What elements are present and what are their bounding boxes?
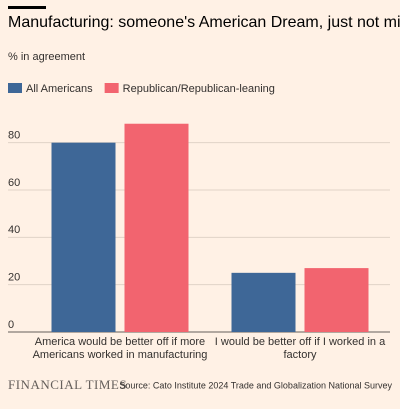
brand-bar: [8, 6, 46, 9]
y-tick-label: 20: [8, 272, 20, 284]
y-tick-label: 80: [8, 130, 20, 142]
bar: [124, 123, 189, 332]
brand: FINANCIAL TIMES: [8, 377, 127, 392]
x-tick-label: I would be better off if I worked in a f…: [214, 336, 386, 361]
legend-swatch: [8, 83, 22, 93]
subtitle: % in agreement: [8, 51, 85, 63]
x-tick-label: America would be better off if more Amer…: [32, 336, 208, 361]
bar: [304, 268, 369, 332]
chart-title: Manufacturing: someone's American Dream,…: [8, 14, 400, 31]
y-tick-label: 0: [8, 319, 14, 331]
y-tick-label: 40: [8, 224, 20, 236]
source: Source: Cato Institute 2024 Trade and Gl…: [119, 380, 392, 390]
legend-swatch: [104, 83, 119, 93]
y-tick-label: 60: [8, 177, 20, 189]
bar: [51, 142, 116, 332]
bar: [231, 272, 296, 332]
legend-label: All Americans: [26, 83, 93, 95]
legend-label: Republican/Republican-leaning: [123, 83, 275, 95]
